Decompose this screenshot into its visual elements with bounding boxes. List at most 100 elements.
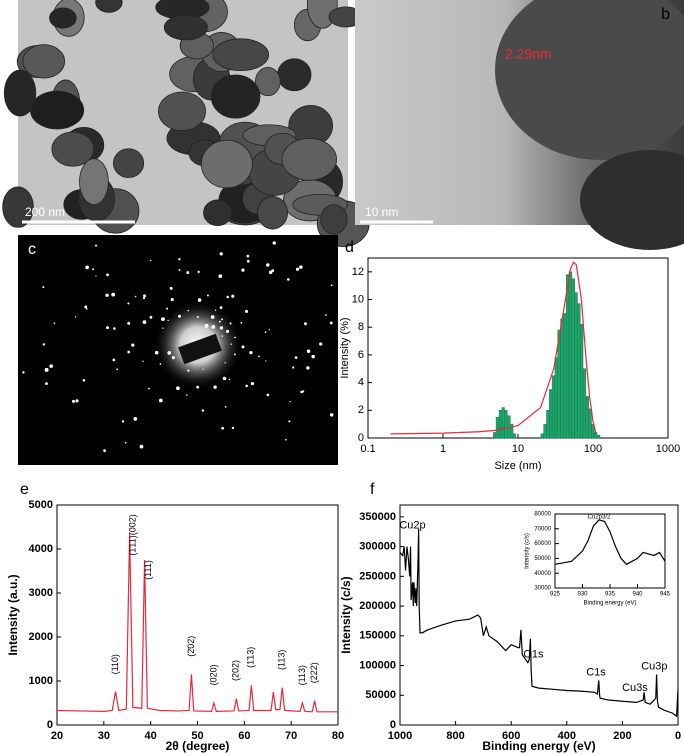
y-tick-label: 4000 xyxy=(29,543,53,555)
diffraction-spot xyxy=(112,358,116,362)
diffraction-spot xyxy=(95,275,97,277)
diffraction-spot xyxy=(287,278,290,281)
plot-frame xyxy=(56,504,339,726)
y-tick-label: 100000 xyxy=(359,659,396,671)
diffraction-spot xyxy=(219,306,223,310)
diffraction-spot xyxy=(82,379,86,382)
peak-annotation: (020) xyxy=(208,664,218,685)
diffraction-spot xyxy=(218,320,221,323)
diffraction-spot xyxy=(219,252,223,256)
y-tick-label: 60000 xyxy=(534,541,551,547)
plot-frame xyxy=(367,257,669,439)
x-tick-label: 40 xyxy=(145,730,157,742)
particle xyxy=(158,91,206,132)
diffraction-spot xyxy=(142,297,146,300)
y-tick-label: 250000 xyxy=(359,570,396,582)
hrtem-image: b 2.29nm 10 nm xyxy=(355,0,684,250)
tem-image: 200 nm xyxy=(2,0,370,247)
particle xyxy=(306,0,338,29)
diffraction-spot xyxy=(226,295,229,299)
diffraction-spot xyxy=(161,317,165,322)
histogram-bar xyxy=(543,423,547,439)
diffraction-spot xyxy=(143,294,147,298)
particle xyxy=(255,66,281,97)
diffraction-spot xyxy=(230,343,232,346)
y-tick-label: 0 xyxy=(390,719,396,731)
histogram-bar xyxy=(571,278,575,439)
x-tick-label: 600 xyxy=(502,730,520,742)
diffraction-spot xyxy=(292,366,295,369)
diffraction-spot xyxy=(127,321,131,325)
diffraction-spot xyxy=(221,335,224,337)
histogram-bar xyxy=(574,292,578,439)
diffraction-spot xyxy=(124,441,127,444)
x-tick-label: 930 xyxy=(577,592,588,598)
diffraction-spot xyxy=(103,449,106,452)
diffraction-spot xyxy=(201,409,205,412)
y-tick-label: 4 xyxy=(358,377,364,389)
diffraction-spot xyxy=(84,305,88,309)
diffraction-spot xyxy=(92,268,95,271)
diffraction-spot xyxy=(272,241,276,245)
particle xyxy=(212,38,270,72)
x-tick-label: 20 xyxy=(51,730,63,742)
histogram-bar xyxy=(504,410,508,439)
diffraction-spot xyxy=(213,385,217,389)
diffraction-spot xyxy=(187,369,190,372)
x-tick-label: 50 xyxy=(191,730,203,742)
diffraction-spot xyxy=(185,394,188,396)
diffraction-spot xyxy=(304,322,307,326)
diffraction-spot xyxy=(85,265,89,270)
diffraction-spot xyxy=(186,271,190,274)
y-tick-label: 3000 xyxy=(29,587,53,599)
particle xyxy=(30,90,85,130)
x-tick-label: 945 xyxy=(660,592,671,598)
y-tick-label: 2000 xyxy=(29,631,53,643)
particle xyxy=(200,139,253,189)
saed-image: c xyxy=(18,235,338,465)
diffraction-spot xyxy=(285,438,287,441)
peak-annotation: (113) xyxy=(277,650,287,670)
diffraction-spot xyxy=(49,364,53,368)
diffraction-spot xyxy=(159,363,162,365)
plot-frame xyxy=(554,513,666,589)
lattice-annotation: 2.29nm xyxy=(505,46,552,62)
x-tick-label: 1000 xyxy=(656,443,680,455)
peak-annotation: (2̄02) xyxy=(186,636,196,657)
y-tick-label: 300000 xyxy=(359,541,396,553)
diffraction-spot xyxy=(234,336,236,339)
y-tick-label: 5000 xyxy=(29,499,53,511)
particle xyxy=(163,14,208,41)
diffraction-spot xyxy=(301,390,305,393)
diffraction-spot xyxy=(266,393,270,397)
particle xyxy=(112,148,145,178)
peak-annotation: (1̄13) xyxy=(246,647,256,668)
diffraction-spot xyxy=(228,378,231,381)
diffraction-spot xyxy=(231,426,235,430)
diffraction-spot xyxy=(264,331,267,333)
peak-annotation: Cu2p xyxy=(399,520,425,532)
diffraction-spot xyxy=(94,244,98,247)
y-tick-label: 12 xyxy=(352,266,364,278)
panel-label: f xyxy=(370,481,375,498)
histogram-bar xyxy=(501,407,505,439)
diffraction-spot xyxy=(210,315,215,319)
x-tick-label: 80 xyxy=(332,730,344,742)
particle xyxy=(257,196,288,230)
diffraction-spot xyxy=(289,401,291,403)
particle xyxy=(320,204,348,235)
particle xyxy=(203,199,233,227)
diffraction-spot xyxy=(167,351,172,355)
diffraction-spot xyxy=(319,342,323,346)
diffraction-spot xyxy=(246,254,250,258)
diffraction-spot xyxy=(22,371,25,374)
x-tick-label: 940 xyxy=(632,592,643,598)
diffraction-spot xyxy=(268,270,273,275)
panel-label: d xyxy=(345,239,354,256)
particle xyxy=(495,0,684,160)
diffraction-spot xyxy=(106,326,109,330)
diffraction-spot xyxy=(241,345,245,349)
diffraction-spot xyxy=(142,320,147,325)
diffraction-spot xyxy=(258,355,260,358)
histogram-bar xyxy=(495,416,500,439)
